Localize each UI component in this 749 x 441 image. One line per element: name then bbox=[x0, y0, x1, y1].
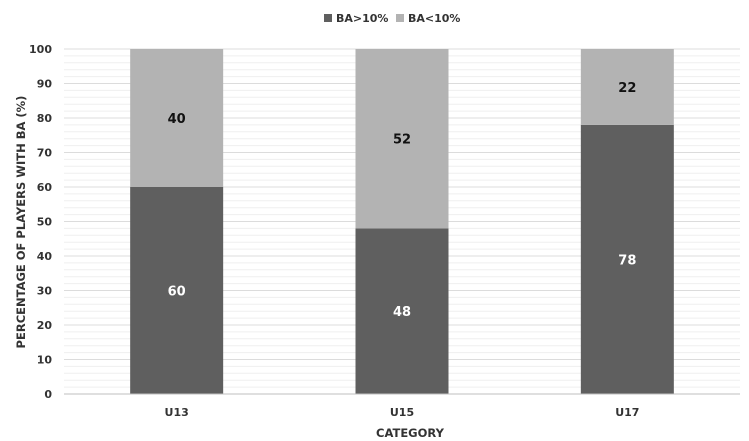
y-tick-label: 80 bbox=[37, 112, 53, 125]
bar-segment-u15-ba-above-10 bbox=[355, 228, 449, 394]
y-tick-label: 100 bbox=[29, 43, 52, 56]
legend: BA>10% BA<10% bbox=[324, 12, 460, 25]
x-axis-title: CATEGORY bbox=[376, 426, 445, 440]
data-label: 22 bbox=[618, 81, 636, 96]
data-label: 48 bbox=[393, 305, 411, 320]
x-tick-label: U17 bbox=[615, 406, 639, 419]
y-tick-label: 40 bbox=[37, 250, 53, 263]
legend-label: BA>10% bbox=[336, 12, 388, 25]
y-tick-label: 90 bbox=[37, 78, 53, 91]
y-tick-label: 60 bbox=[37, 181, 53, 194]
bar-segment-u13-ba-below-10 bbox=[130, 49, 224, 187]
data-label: 52 bbox=[393, 133, 411, 148]
y-tick-label: 70 bbox=[37, 147, 53, 160]
data-label: 78 bbox=[618, 253, 636, 268]
y-tick-label: 20 bbox=[37, 319, 53, 332]
legend-swatch bbox=[324, 14, 332, 22]
bar-segment-u17-ba-below-10 bbox=[580, 49, 674, 125]
bar-segment-u17-ba-above-10 bbox=[580, 124, 674, 395]
data-label: 40 bbox=[168, 112, 186, 127]
data-label: 60 bbox=[168, 285, 186, 300]
x-axis: U13 U15 U17 bbox=[165, 406, 640, 419]
bar-segment-u15-ba-below-10 bbox=[355, 49, 449, 229]
bars: 60 40 48 52 78 22 bbox=[130, 49, 674, 395]
y-tick-label: 50 bbox=[37, 216, 53, 229]
legend-label: BA<10% bbox=[408, 12, 460, 25]
y-axis-title: PERCENTAGE OF PLAYERS WITH BA (%) bbox=[14, 96, 28, 349]
x-tick-label: U15 bbox=[390, 406, 414, 419]
bar-segment-u13-ba-above-10 bbox=[130, 187, 224, 394]
y-tick-label: 0 bbox=[44, 388, 52, 401]
y-tick-label: 10 bbox=[37, 354, 53, 367]
y-axis: 0 10 20 30 40 50 60 70 80 90 100 bbox=[29, 43, 52, 401]
y-tick-label: 30 bbox=[37, 285, 53, 298]
legend-swatch bbox=[396, 14, 404, 22]
x-tick-label: U13 bbox=[165, 406, 189, 419]
